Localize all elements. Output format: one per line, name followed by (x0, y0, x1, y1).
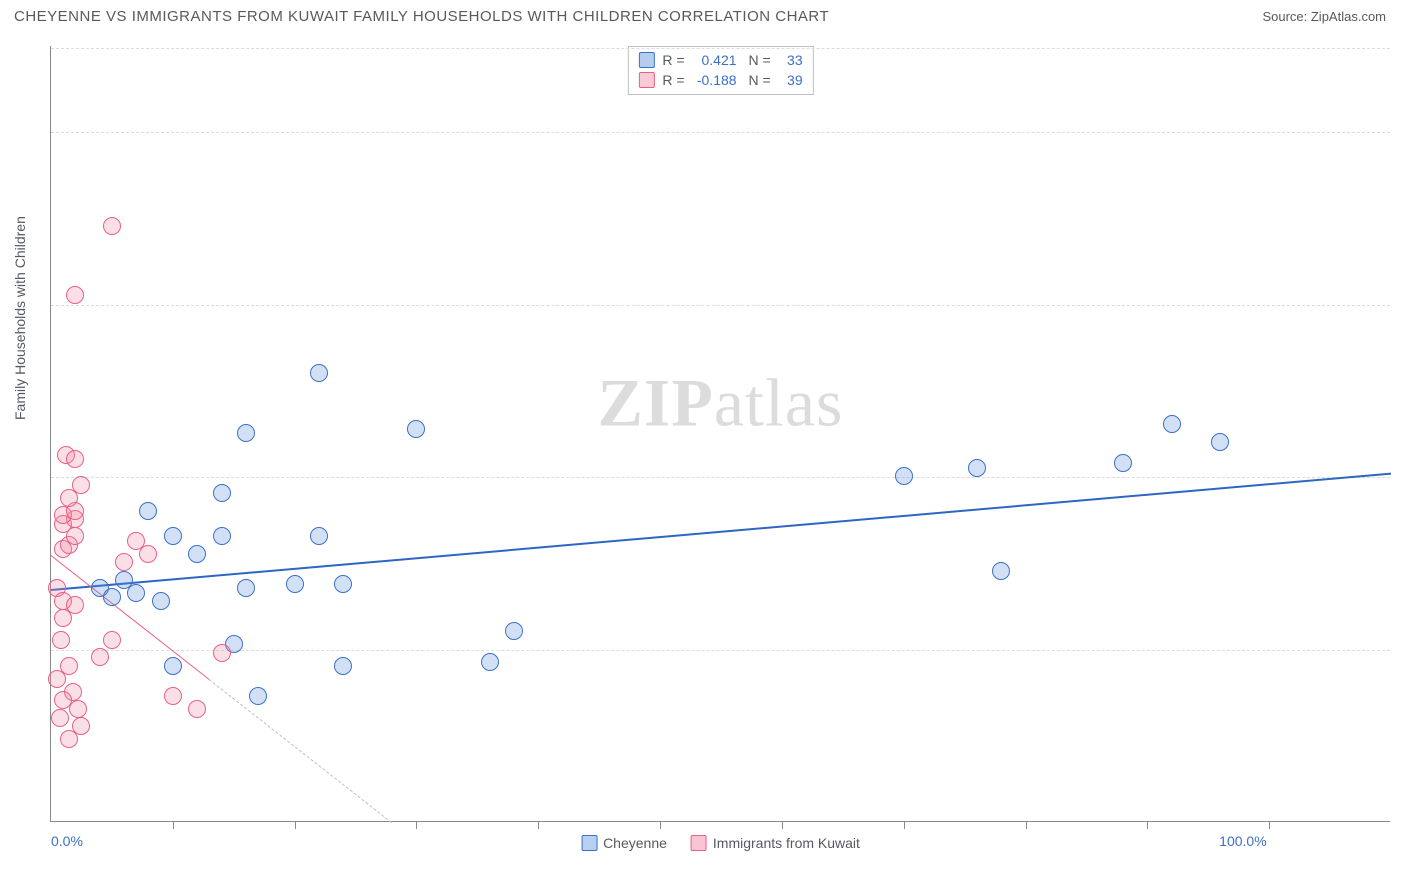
data-point (505, 622, 523, 640)
data-point (72, 717, 90, 735)
legend: Cheyenne Immigrants from Kuwait (581, 835, 860, 851)
data-point (249, 687, 267, 705)
data-point (164, 657, 182, 675)
data-point (69, 700, 87, 718)
data-point (334, 575, 352, 593)
data-point (237, 579, 255, 597)
x-tick (538, 821, 539, 829)
data-point (103, 217, 121, 235)
legend-item: Cheyenne (581, 835, 667, 851)
data-point (334, 657, 352, 675)
data-point (1163, 415, 1181, 433)
data-point (52, 631, 70, 649)
chart-title: CHEYENNE VS IMMIGRANTS FROM KUWAIT FAMIL… (14, 8, 829, 25)
data-point (213, 484, 231, 502)
data-point (48, 670, 66, 688)
data-point (237, 424, 255, 442)
data-point (139, 502, 157, 520)
data-point (66, 286, 84, 304)
data-point (407, 420, 425, 438)
data-point (1211, 433, 1229, 451)
data-point (51, 709, 69, 727)
data-point (72, 476, 90, 494)
data-point (139, 545, 157, 563)
correlation-stats-box: R = 0.421 N = 33 R = -0.188 N = 39 (627, 46, 813, 95)
y-tick-label: 40.0% (1398, 469, 1406, 485)
data-point (66, 450, 84, 468)
data-point (213, 527, 231, 545)
x-tick (295, 821, 296, 829)
data-point (286, 575, 304, 593)
data-point (164, 687, 182, 705)
gridline (51, 650, 1390, 651)
watermark: ZIPatlas (598, 363, 844, 442)
data-point (968, 459, 986, 477)
y-tick-label: 60.0% (1398, 297, 1406, 313)
data-point (310, 527, 328, 545)
data-point (103, 588, 121, 606)
data-point (1114, 454, 1132, 472)
scatter-chart: ZIPatlas R = 0.421 N = 33 R = -0.188 N =… (50, 46, 1390, 822)
series-swatch (638, 52, 654, 68)
x-tick-label: 100.0% (1219, 833, 1266, 849)
data-point (188, 545, 206, 563)
x-tick (1026, 821, 1027, 829)
trend-line (51, 473, 1391, 591)
legend-swatch (691, 835, 707, 851)
gridline (51, 477, 1390, 478)
x-tick (904, 821, 905, 829)
x-tick (1269, 821, 1270, 829)
data-point (213, 644, 231, 662)
data-point (895, 467, 913, 485)
y-tick-label: 20.0% (1398, 642, 1406, 658)
chart-source: Source: ZipAtlas.com (1262, 9, 1386, 24)
y-tick-label: 80.0% (1398, 124, 1406, 140)
x-tick (782, 821, 783, 829)
data-point (91, 648, 109, 666)
data-point (164, 527, 182, 545)
x-tick (416, 821, 417, 829)
stats-row: R = 0.421 N = 33 (638, 50, 802, 70)
gridline (51, 48, 1390, 49)
trend-line (209, 679, 392, 823)
gridline (51, 305, 1390, 306)
x-tick (173, 821, 174, 829)
x-tick (660, 821, 661, 829)
legend-label: Cheyenne (603, 835, 667, 851)
data-point (992, 562, 1010, 580)
data-point (152, 592, 170, 610)
gridline (51, 132, 1390, 133)
x-tick (1147, 821, 1148, 829)
stats-row: R = -0.188 N = 39 (638, 70, 802, 90)
x-tick-label: 0.0% (51, 833, 83, 849)
legend-swatch (581, 835, 597, 851)
data-point (54, 609, 72, 627)
legend-item: Immigrants from Kuwait (691, 835, 860, 851)
series-swatch (638, 72, 654, 88)
legend-label: Immigrants from Kuwait (713, 835, 860, 851)
data-point (127, 584, 145, 602)
data-point (103, 631, 121, 649)
y-axis-label: Family Households with Children (12, 216, 28, 420)
data-point (188, 700, 206, 718)
data-point (310, 364, 328, 382)
data-point (481, 653, 499, 671)
chart-header: CHEYENNE VS IMMIGRANTS FROM KUWAIT FAMIL… (0, 0, 1406, 29)
data-point (115, 553, 133, 571)
